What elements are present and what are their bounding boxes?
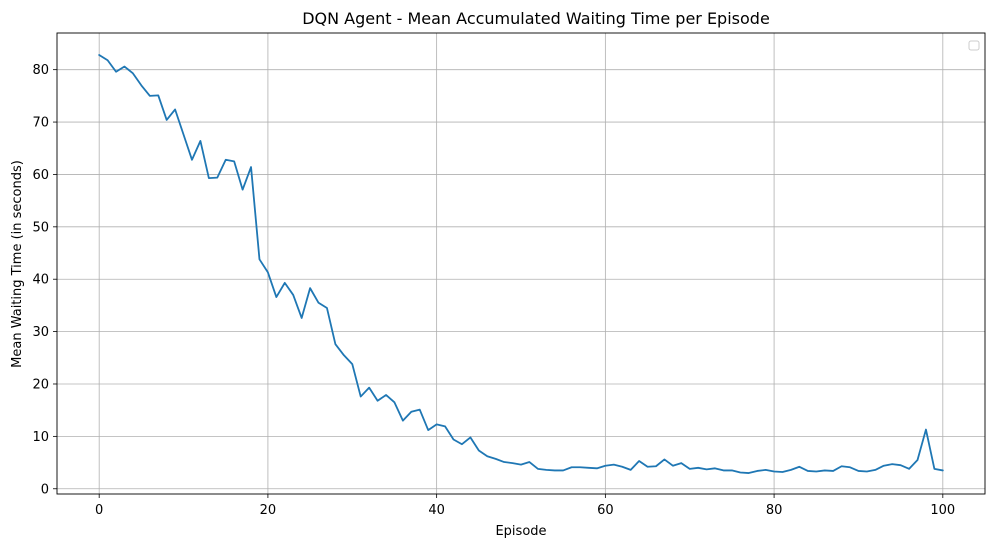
x-tick-label: 100 [930, 503, 955, 518]
y-tick-label: 50 [32, 220, 49, 235]
x-tick-label: 20 [260, 503, 277, 518]
y-tick-label: 0 [41, 482, 49, 497]
x-tick-label: 0 [95, 503, 103, 518]
x-tick-label: 60 [597, 503, 614, 518]
y-tick-label: 20 [32, 377, 49, 392]
y-axis-ticks: 0 10 20 30 40 50 60 70 80 [32, 63, 57, 497]
series-layer [98, 54, 944, 474]
y-tick-label: 70 [32, 116, 49, 131]
y-tick-label: 30 [32, 325, 49, 340]
y-tick-label: 40 [32, 273, 49, 288]
plot-frame [56, 32, 986, 495]
chart-title: DQN Agent - Mean Accumulated Waiting Tim… [302, 9, 770, 28]
x-axis-ticks: 0 20 40 60 80 100 [95, 494, 955, 518]
series-line-0 [98, 54, 944, 474]
grid-lines [57, 33, 985, 494]
y-tick-label: 60 [32, 168, 49, 183]
legend-box [968, 40, 980, 51]
x-tick-label: 80 [766, 503, 783, 518]
y-tick-label: 80 [32, 63, 49, 78]
y-axis-label: Mean Waiting Time (in seconds) [10, 160, 25, 368]
x-tick-label: 40 [428, 503, 445, 518]
x-axis-label: Episode [495, 524, 546, 539]
y-tick-label: 10 [32, 430, 49, 445]
